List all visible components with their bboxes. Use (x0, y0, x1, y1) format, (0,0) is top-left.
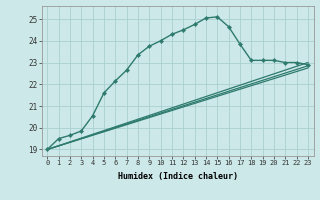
X-axis label: Humidex (Indice chaleur): Humidex (Indice chaleur) (118, 172, 237, 181)
